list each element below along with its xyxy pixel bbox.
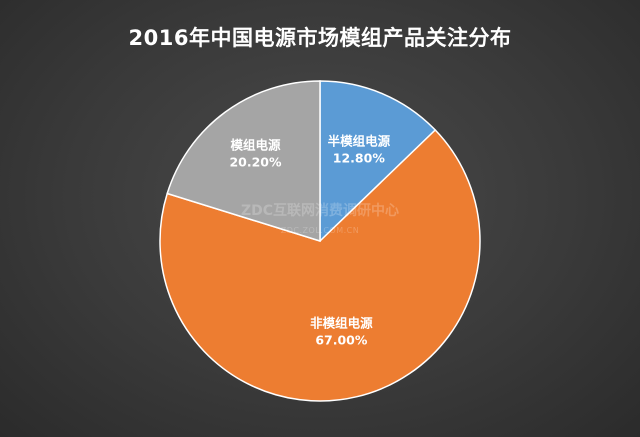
chart-title: 2016年中国电源市场模组产品关注分布 bbox=[128, 26, 512, 50]
pie-slices bbox=[159, 80, 481, 402]
watermark-main: ZDC互联网消费调研中心 bbox=[241, 202, 399, 219]
pie-labels: 半模组电源 12.80% 非模组电源 67.00% 模组电源 20.20% bbox=[229, 134, 390, 348]
watermark-sub: ZDC.ZOL.COM.CN bbox=[281, 226, 359, 235]
slice-label-2: 非模组电源 bbox=[310, 315, 373, 330]
slice-value-2: 67.00% bbox=[315, 332, 368, 347]
pie-slice-3 bbox=[166, 80, 321, 243]
pie-slice-2 bbox=[159, 128, 481, 402]
slice-label-1: 半模组电源 bbox=[328, 134, 391, 149]
slice-label-3: 模组电源 bbox=[230, 137, 281, 152]
slice-value-1: 12.80% bbox=[333, 151, 386, 166]
pie-slice-1 bbox=[319, 80, 437, 243]
slice-value-3: 20.20% bbox=[229, 154, 282, 169]
